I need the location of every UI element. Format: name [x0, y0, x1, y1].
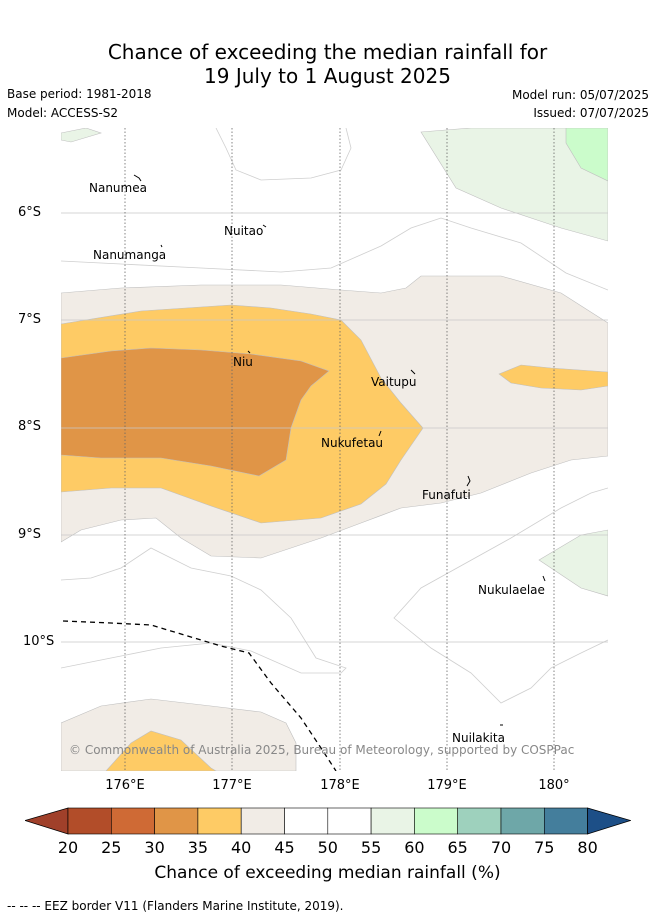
colorbar-segment	[197, 807, 242, 835]
place-nuilakita: Nuilakita	[452, 731, 505, 745]
colorbar-tick-label: 50	[317, 838, 338, 857]
lat-label-8s: 8°S	[18, 419, 42, 434]
longitude-gridlines	[124, 128, 555, 771]
lon-label-178e: 178°E	[320, 778, 360, 793]
colorbar-tick-label: 35	[187, 838, 209, 857]
title-line-2: 19 July to 1 August 2025	[204, 64, 451, 88]
colorbar-tick-label: 20	[57, 838, 79, 857]
latitude-gridlines	[61, 212, 608, 643]
colorbar-tick-label: 75	[534, 838, 555, 857]
lat-label-6s: 6°S	[18, 205, 42, 220]
contour-line-mid	[61, 217, 608, 291]
place-nukufetau: Nukufetau	[321, 436, 383, 450]
contour-60-ne	[565, 128, 608, 182]
lon-label-180: 180°	[538, 778, 570, 793]
colorbar-segment	[500, 807, 545, 835]
forecast-map: Nanumea Nuitao Nanumanga Niu Vaitupu Nuk…	[61, 128, 608, 771]
place-niu: Niu	[233, 355, 253, 369]
lat-label-9s: 9°S	[18, 527, 42, 542]
colorbar-segment	[414, 807, 458, 835]
copyright-notice: © Commonwealth of Australia 2025, Bureau…	[69, 743, 574, 757]
place-nanumea: Nanumea	[89, 181, 147, 195]
base-period: Base period: 1981-2018	[7, 87, 152, 101]
colorbar-tick-label: 55	[360, 838, 382, 857]
issued-date: Issued: 07/07/2025	[533, 106, 649, 120]
place-nukulaelae: Nukulaelae	[478, 583, 545, 597]
lon-label-179e: 179°E	[427, 778, 467, 793]
colorbar-over-arrow	[587, 807, 631, 835]
colorbar-segment	[327, 807, 372, 835]
colorbar-tick-label: 25	[101, 838, 122, 857]
colorbar-tick-label: 70	[490, 838, 512, 857]
colorbar-tick-label: 30	[144, 838, 165, 857]
colorbar-segment	[67, 807, 112, 835]
contour-line-north	[215, 128, 352, 181]
colorbar-tick-label: 65	[447, 838, 468, 857]
colorbar-title: Chance of exceeding median rainfall (%)	[154, 863, 501, 883]
colorbar-tick-label: 60	[404, 838, 425, 857]
colorbar-under-arrow	[25, 807, 69, 835]
island-marks	[133, 174, 546, 726]
place-vaitupu: Vaitupu	[371, 375, 417, 389]
place-funafuti: Funafuti	[422, 488, 471, 502]
colorbar-segment	[154, 807, 199, 835]
title-line-1: Chance of exceeding the median rainfall …	[107, 40, 548, 64]
colorbar-tick-label: 80	[577, 838, 598, 857]
colorbar-tick-label: 40	[231, 838, 252, 857]
colorbar-segment	[457, 807, 502, 835]
contour-line-south	[61, 547, 347, 674]
contour-30-main	[61, 347, 330, 477]
contour-55-se	[538, 529, 608, 597]
eez-footer-note: -- -- -- EEZ border V11 (Flanders Marine…	[7, 899, 344, 913]
colorbar-segment	[370, 807, 415, 835]
model-run: Model run: 05/07/2025	[511, 88, 649, 102]
colorbar-segment	[111, 807, 155, 835]
lat-label-10s: 10°S	[23, 634, 55, 649]
place-nanumanga: Nanumanga	[93, 248, 166, 262]
contour-line-se	[393, 487, 608, 704]
colorbar	[25, 807, 631, 835]
colorbar-segment	[284, 807, 329, 835]
model-name: Model: ACCESS-S2	[7, 106, 119, 120]
place-nuitao: Nuitao	[224, 224, 263, 238]
colorbar-segment	[240, 807, 285, 835]
chart-title: Chance of exceeding the median rainfall …	[0, 40, 655, 88]
lon-label-176e: 176°E	[105, 778, 145, 793]
eez-border	[62, 620, 337, 771]
contour-35-south	[105, 730, 217, 771]
map-svg: Nanumea Nuitao Nanumanga Niu Vaitupu Nuk…	[61, 128, 608, 771]
colorbar-tick-label: 45	[274, 838, 295, 857]
lat-label-7s: 7°S	[18, 312, 42, 327]
colorbar-segment	[543, 807, 588, 835]
lon-label-177e: 177°E	[212, 778, 252, 793]
contour-35-east	[498, 364, 608, 391]
contour-40-south	[61, 698, 297, 771]
contour-55-nw	[61, 128, 102, 143]
